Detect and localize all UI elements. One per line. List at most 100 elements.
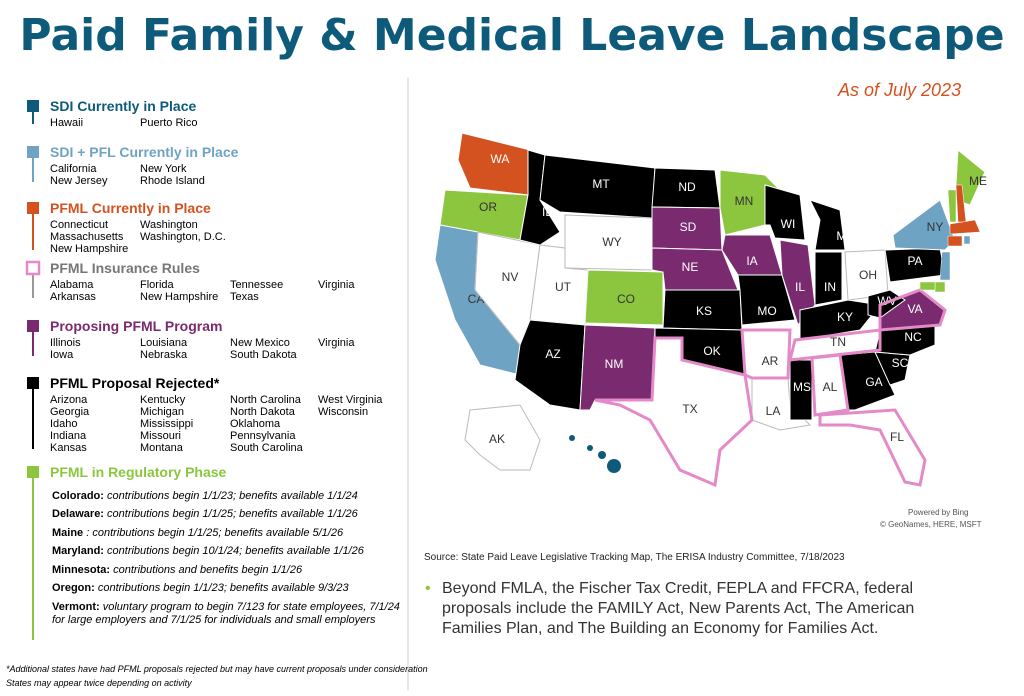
state: [514, 319, 586, 411]
state-label: LA: [766, 404, 781, 418]
legend-marker: [27, 377, 39, 389]
state-label: WI: [781, 217, 796, 231]
entry-text: contributions begin 1/1/23; benefits ava…: [107, 490, 358, 502]
state: [464, 404, 541, 471]
state: [789, 359, 813, 421]
state-label: TX: [682, 402, 697, 416]
legend-item: North Dakota: [230, 406, 295, 418]
regulatory-entry: Maryland: contributions begin 10/1/24; b…: [52, 545, 412, 558]
legend-item: Connecticut: [50, 219, 109, 231]
state-label: WY: [602, 235, 621, 249]
state-label: AZ: [545, 347, 560, 361]
state-label: MO: [757, 304, 776, 318]
state: [799, 299, 881, 341]
state-label: GA: [865, 375, 882, 389]
state-label: WA: [491, 152, 510, 166]
legend-item: Missouri: [140, 430, 181, 442]
powered-by: Powered by Bing: [908, 508, 969, 517]
legend-item: New York: [140, 163, 187, 175]
legend-title: PFML in Regulatory Phase: [50, 464, 227, 480]
small-state: [947, 189, 957, 223]
small-state: [949, 219, 981, 235]
legend-item: North Carolina: [230, 394, 301, 406]
state: [892, 199, 956, 251]
legend-item: Alabama: [50, 279, 94, 291]
legend-item: Nebraska: [140, 349, 188, 361]
legend-item: Wisconsin: [318, 406, 369, 418]
legend-item: Iowa: [50, 349, 74, 361]
legend-item: Washington, D.C.: [140, 231, 226, 243]
state-label: NM: [605, 357, 624, 371]
legend-item: Illinois: [50, 337, 81, 349]
legend-marker: [25, 260, 41, 276]
insurance-outline: [788, 328, 882, 362]
regulatory-entry: Oregon: contributions begin 1/1/23; bene…: [52, 582, 412, 595]
state-label: SD: [680, 220, 697, 234]
state-label: NV: [502, 270, 519, 284]
state-label: MI: [836, 229, 849, 243]
legend-item: Virginia: [318, 337, 355, 349]
insurance-outline: [594, 336, 754, 488]
legend-item: Indiana: [50, 430, 87, 442]
state-label: OH: [859, 268, 877, 282]
legend-item: Montana: [140, 442, 183, 454]
legend-title: Proposing PFML Program: [50, 318, 223, 334]
legend-item: Idaho: [50, 418, 78, 430]
small-state: [919, 281, 936, 291]
hawaii: [598, 451, 606, 459]
legend-marker: [27, 100, 39, 112]
state-label: AK: [489, 432, 505, 446]
footnote: States may appear twice depending on act…: [6, 678, 192, 688]
state: [814, 251, 843, 306]
regulatory-entry: Delaware: contributions begin 1/1/25; be…: [52, 508, 412, 521]
legend-item: California: [50, 163, 97, 175]
legend-title: SDI + PFL Currently in Place: [50, 144, 239, 160]
footnote: *Additional states have had PFML proposa…: [6, 664, 428, 674]
legend-item: Massachusetts: [50, 231, 124, 243]
source: Source: State Paid Leave Legislative Tra…: [424, 552, 845, 563]
legend-item: Hawaii: [50, 117, 84, 129]
legend-marker: [27, 202, 39, 214]
state-label: IL: [795, 280, 805, 294]
regulatory-entry: Maine : contributions begin 1/1/25; bene…: [52, 527, 412, 540]
state-name: Minnesota:: [52, 564, 111, 576]
legend-item: Michigan: [140, 406, 185, 418]
legend-item: South Carolina: [230, 442, 303, 454]
legend-item: Florida: [140, 279, 174, 291]
small-state: [963, 235, 971, 245]
hawaii: [607, 459, 621, 473]
regulatory-entry: Colorado: contributions begin 1/1/23; be…: [52, 490, 412, 503]
legend-item: West Virginia: [318, 394, 383, 406]
legend-item: Louisiana: [140, 337, 188, 349]
entry-text: contributions begin 1/1/25; benefits ava…: [107, 508, 358, 520]
state-label: ND: [678, 180, 696, 194]
legend-item: Tennessee: [230, 279, 284, 291]
legend-item: Pennsylvania: [230, 430, 296, 442]
as-of: As of July 2023: [838, 80, 962, 100]
state-label: NE: [682, 260, 699, 274]
state: [819, 409, 926, 486]
bullet-text: Beyond FMLA, the Fischer Tax Credit, FEP…: [442, 580, 915, 637]
legend-item: Rhode Island: [140, 175, 205, 187]
credit: © GeoNames, HERE, MSFT: [880, 520, 982, 529]
state: [764, 184, 806, 241]
state-label: FL: [890, 430, 904, 444]
legend-item: Oklahoma: [230, 418, 281, 430]
insurance-outline: [878, 288, 947, 332]
legend-item: Puerto Rico: [140, 117, 198, 129]
legend-title: PFML Proposal Rejected*: [50, 375, 220, 391]
state-label: IN: [824, 280, 836, 294]
state-label: ME: [969, 174, 987, 188]
state-label: MN: [735, 194, 754, 208]
state-label: PA: [907, 254, 922, 268]
legend-item: New Hampshire: [140, 291, 219, 303]
state-label: MT: [592, 177, 610, 191]
legend-marker: [27, 146, 39, 158]
state-label: CO: [617, 292, 635, 306]
state-label: KS: [696, 304, 712, 318]
legend-item: Virginia: [318, 279, 355, 291]
state-label: VA: [907, 302, 922, 316]
legend-item: Arkansas: [50, 291, 96, 303]
legend-item: Texas: [230, 291, 259, 303]
